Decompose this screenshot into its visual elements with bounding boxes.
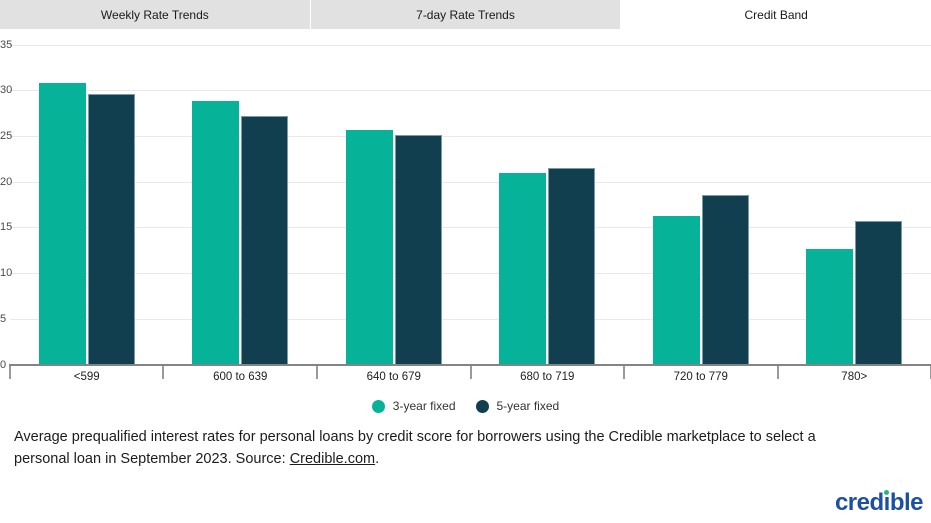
- y-axis-label-10: 10: [0, 267, 13, 280]
- bar-group-3: 640 to 679: [317, 45, 471, 383]
- legend-label: 5-year fixed: [496, 399, 560, 413]
- bar-group-6: 780>: [778, 45, 931, 383]
- bar-group-2: 600 to 639: [164, 45, 318, 383]
- x-axis-tick: [622, 366, 625, 379]
- bar-3-year-fixed[interactable]: [192, 100, 240, 365]
- y-axis-label-25: 25: [0, 129, 13, 142]
- bar-5-year-fixed[interactable]: [548, 167, 596, 365]
- logo-i-dot-icon: ı: [883, 489, 891, 516]
- gridline-30: [10, 90, 931, 92]
- legend-dot-icon: [371, 399, 385, 413]
- legend-item-5-year-fixed: 5-year fixed: [475, 399, 560, 413]
- y-axis-label-35: 35: [0, 38, 13, 51]
- bar-group-5: 720 to 779: [624, 45, 778, 383]
- x-axis-tick: [9, 366, 11, 379]
- tab-bar: Weekly Rate Trends 7-day Rate Trends Credi…: [0, 0, 931, 29]
- bar-3-year-fixed[interactable]: [499, 173, 547, 365]
- bar-3-year-fixed[interactable]: [652, 215, 700, 365]
- bar-group-4: 680 to 719: [471, 45, 625, 383]
- bar-5-year-fixed[interactable]: [855, 220, 903, 365]
- gridline-10: [10, 273, 931, 275]
- bar-group-1: <599: [10, 45, 164, 383]
- gridline-20: [10, 181, 931, 183]
- tab-7-day-rate-trends[interactable]: 7-day Rate Trends: [310, 0, 622, 29]
- x-axis-tick: [776, 366, 779, 379]
- gridline-25: [10, 135, 931, 137]
- credible-link[interactable]: Credible.com: [289, 451, 376, 468]
- bar-5-year-fixed[interactable]: [87, 94, 135, 365]
- bar-3-year-fixed[interactable]: [345, 130, 393, 365]
- x-axis-label: 780>: [841, 371, 868, 383]
- bar-5-year-fixed[interactable]: [241, 116, 289, 365]
- legend-dot-icon: [475, 399, 489, 413]
- caption-text: Average prequalified interest rates for …: [14, 429, 816, 468]
- legend: 3-year fixed 5-year fixed: [0, 399, 931, 413]
- x-axis-tick: [162, 366, 165, 379]
- x-axis-tick: [469, 366, 472, 379]
- y-axis-label-20: 20: [0, 175, 13, 188]
- y-axis-label-0: 0: [0, 358, 7, 371]
- plot-area: 0 5 10 15 20 25 30 35 <599 600 to 639 640 to 679 68…: [0, 39, 931, 383]
- x-axis-line: [9, 364, 931, 366]
- y-axis-label-30: 30: [0, 84, 13, 97]
- x-axis-label: 680 to 719: [520, 371, 575, 383]
- legend-label: 3-year fixed: [392, 399, 456, 413]
- tab-credit-band[interactable]: Credit Band: [621, 0, 931, 29]
- bar-3-year-fixed[interactable]: [806, 248, 854, 365]
- chart-area: 0 5 10 15 20 25 30 35 <599 600 to 639 640 to 679 68…: [0, 29, 931, 392]
- caption-period: .: [375, 451, 380, 468]
- bar-5-year-fixed[interactable]: [394, 134, 442, 365]
- bar-3-year-fixed[interactable]: [38, 82, 86, 365]
- bar-5-year-fixed[interactable]: [701, 194, 749, 365]
- x-axis-label: <599: [73, 371, 100, 383]
- tab-weekly-rate-trends[interactable]: Weekly Rate Trends: [0, 0, 311, 29]
- chart-caption: Average prequalified interest rates for …: [14, 426, 866, 471]
- y-axis-label-15: 15: [0, 221, 13, 234]
- y-axis-label-5: 5: [0, 312, 7, 325]
- x-axis-label: 640 to 679: [366, 371, 421, 383]
- credible-logo[interactable]: credıble: [834, 489, 924, 516]
- bar-groups: <599 600 to 639 640 to 679 680 to 719 720 to…: [10, 45, 931, 383]
- legend-item-3-year-fixed: 3-year fixed: [371, 399, 456, 413]
- gridline-35: [10, 44, 931, 46]
- x-axis-label: 600 to 639: [213, 371, 268, 383]
- x-axis-tick: [315, 366, 318, 379]
- gridline-5: [10, 318, 931, 320]
- gridline-15: [10, 227, 931, 229]
- x-axis-label: 720 to 779: [673, 371, 728, 383]
